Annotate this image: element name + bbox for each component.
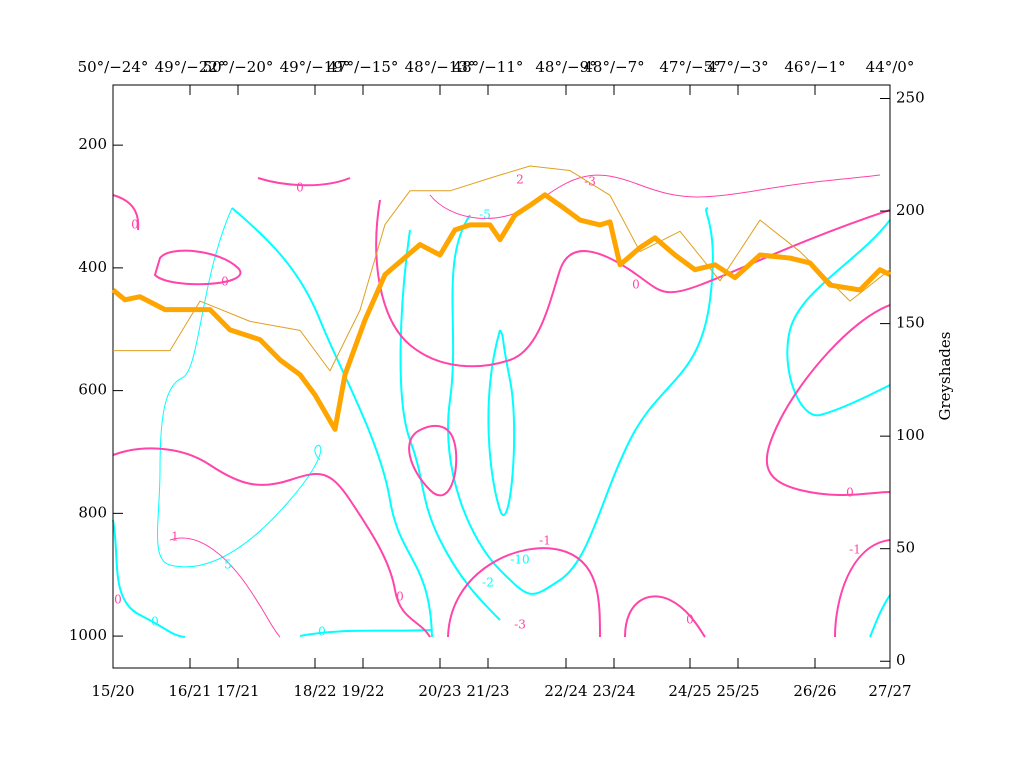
data-line	[113, 165, 891, 372]
contour	[231, 207, 433, 638]
contour-label: 0	[114, 593, 122, 607]
x-tick-label: 27/27	[868, 682, 911, 700]
x-tick-label: 15/20	[91, 682, 134, 700]
top-label: 47°/−15°	[328, 58, 399, 76]
y2-tick-label: 200	[896, 201, 925, 219]
contour-label: 0	[318, 625, 326, 639]
contour	[447, 207, 714, 595]
contour-label: -10	[510, 553, 529, 567]
contour	[399, 229, 501, 621]
y-tick-label: 800	[78, 503, 107, 521]
contour	[375, 199, 891, 368]
top-label: 48°/−11°	[453, 58, 524, 76]
plot-frame	[112, 84, 891, 669]
contour-label: 0	[686, 613, 694, 627]
contour	[257, 177, 351, 187]
contour	[408, 424, 458, 497]
top-label: 44°/0°	[866, 58, 915, 76]
contour-label: 2	[516, 173, 524, 187]
x-tick-label: 25/25	[716, 682, 759, 700]
contour-label: -5	[479, 208, 491, 222]
contour-label: 0	[632, 278, 640, 292]
top-label: 47°/−5°	[659, 58, 720, 76]
x-tick-label: 26/26	[793, 682, 836, 700]
contours	[112, 174, 891, 638]
contour	[157, 207, 322, 568]
x-tick-label: 22/24	[544, 682, 587, 700]
contour	[112, 194, 140, 231]
y-tick-label: 600	[78, 381, 107, 399]
x-tick-label: 17/21	[216, 682, 259, 700]
contour	[766, 304, 891, 497]
y2-tick-label: 100	[896, 426, 925, 444]
contour	[447, 547, 601, 638]
contour	[786, 219, 891, 417]
contour	[429, 174, 881, 219]
x-tick-label: 23/24	[592, 682, 635, 700]
y2-tick-label: 150	[896, 314, 925, 332]
contour	[834, 539, 891, 638]
contour	[869, 594, 891, 638]
top-label: 48°/−9°	[535, 58, 596, 76]
data-line	[111, 192, 892, 432]
top-label: 50°/−24°	[78, 58, 149, 76]
contour-label: 1	[171, 530, 179, 544]
contour-label: -1	[849, 543, 861, 557]
top-label: 50°/−20°	[203, 58, 274, 76]
y-tick-label: 1000	[69, 626, 107, 644]
contour	[624, 595, 706, 638]
x-tick-label: 16/21	[168, 682, 211, 700]
contour-label: -2	[482, 576, 494, 590]
contour-label: -1	[539, 534, 551, 548]
x-tick-label: 19/22	[341, 682, 384, 700]
contour-label: -3	[584, 175, 596, 189]
y-tick-label: 400	[78, 258, 107, 276]
contour-label: 0	[151, 615, 159, 629]
contour	[299, 629, 433, 637]
contour-label: 0	[296, 181, 304, 195]
top-label: 48°/−7°	[583, 58, 644, 76]
contour-label: 5	[224, 558, 232, 572]
contour	[487, 329, 516, 516]
top-label: 49°/−19°	[280, 58, 351, 76]
y2-axis-title: Greyshades	[936, 332, 954, 421]
contour-label: 0	[396, 590, 404, 604]
contour	[112, 519, 186, 638]
x-tick-label: 18/22	[293, 682, 336, 700]
contour-label: 0	[221, 275, 229, 289]
x-tick-label: 24/25	[668, 682, 711, 700]
contour	[169, 537, 281, 638]
top-label: 48°/−13°	[405, 58, 476, 76]
top-label: 47°/−3°	[707, 58, 768, 76]
contour-label: 0	[846, 486, 854, 500]
y2-tick-label: 250	[896, 89, 925, 107]
y2-tick-label: 0	[896, 651, 906, 669]
contour	[112, 447, 431, 638]
contour-label: -3	[514, 618, 526, 632]
top-label: 49°/−22°	[155, 58, 226, 76]
x-tick-label: 20/23	[418, 682, 461, 700]
contour-label: 0	[131, 218, 139, 232]
x-tick-label: 21/23	[466, 682, 509, 700]
y-tick-label: 200	[78, 135, 107, 153]
contour	[153, 249, 242, 286]
top-label: 46°/−1°	[784, 58, 845, 76]
y2-tick-label: 50	[896, 539, 915, 557]
